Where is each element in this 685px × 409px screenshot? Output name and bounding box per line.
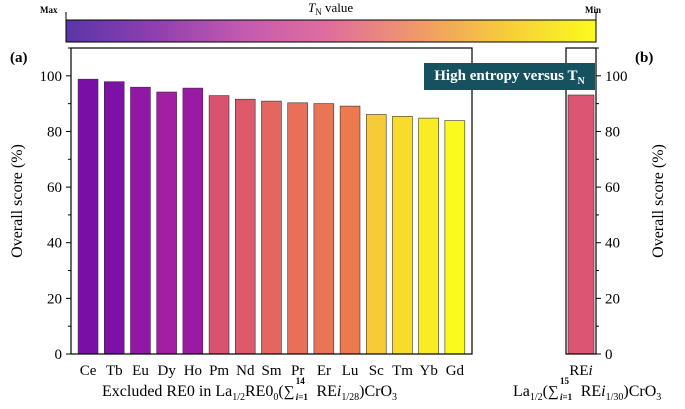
y-tick-label-b-100: 100 xyxy=(605,69,628,85)
y-tick-label-a-20: 20 xyxy=(47,291,62,307)
x-tick-label-pm: Pm xyxy=(209,363,229,379)
panel-a-frame xyxy=(70,47,473,355)
panel-b: REi 0 20 40 60 80 100 xyxy=(567,47,628,379)
y-tick-label-a-80: 80 xyxy=(47,125,62,141)
y-tick-label-b-60: 60 xyxy=(605,180,620,196)
panel-a: Ce Tb Eu Dy Ho Pm Nd Sm Pr Er Lu Sc Tm Yb Gd 0 20 40 60 80 1… xyxy=(40,47,466,379)
xlabel-b-part1: La1/2( xyxy=(513,383,548,404)
colorbar-title-sub: N xyxy=(315,7,322,17)
bar-dy xyxy=(156,91,177,355)
y-tick-label-a-0: 0 xyxy=(55,347,63,363)
x-tick-label-tm: Tm xyxy=(392,363,413,379)
panel-a-xlabel: Excluded RE0 in La1/2RE00(∑ 14 i=1 REi1/28… xyxy=(102,376,398,404)
xlabel-b-sum: ∑ 15 i=1 xyxy=(547,376,573,402)
x-tick-label-lu: Lu xyxy=(342,363,359,379)
colorbar-gradient xyxy=(65,19,597,43)
bar-ho xyxy=(182,87,204,355)
colorbar-title-t: T xyxy=(308,0,316,15)
xlabel-b-part2: REi1/30)CrO3 xyxy=(576,383,662,404)
x-tick-label-yb: Yb xyxy=(420,363,438,379)
bar-tm xyxy=(392,116,413,355)
panel-b-frame xyxy=(565,47,597,355)
colorbar-title-rest: value xyxy=(322,0,354,15)
x-tick-label-sc: Sc xyxy=(369,363,384,379)
x-tick-label-er: Er xyxy=(317,363,331,379)
bar-sc xyxy=(365,114,387,355)
colorbar-title: TN value xyxy=(308,0,353,17)
panel-b-ylabel: Overall score (%) xyxy=(650,144,667,258)
x-tick-label-rei: REi xyxy=(569,363,592,379)
y-tick-label-a-40: 40 xyxy=(47,236,62,252)
x-tick-label-dy: Dy xyxy=(158,363,177,379)
annotation-text: High entropy versus T xyxy=(434,68,578,84)
annotation-banner: High entropy versus TN xyxy=(424,63,595,90)
y-tick-label-b-40: 40 xyxy=(605,236,620,252)
colorbar-max-label: Max xyxy=(40,5,58,15)
xlabel-a-part2: REi1/28)CrO3 xyxy=(312,383,398,404)
bar-pm xyxy=(208,95,230,355)
bar-tb xyxy=(104,81,125,355)
xlabel-a-part1: Excluded RE0 in La1/2RE00( xyxy=(102,383,284,404)
bar-er xyxy=(313,103,335,355)
bar-eu xyxy=(130,86,151,355)
x-tick-label-nd: Nd xyxy=(236,363,255,379)
x-tick-label-tb: Tb xyxy=(106,363,123,379)
bar-pr xyxy=(287,102,308,355)
bar-lu xyxy=(339,105,361,355)
bar-rei xyxy=(567,94,595,355)
panel-b-xlabel: La1/2(∑ 15 i=1 REi1/30)CrO3 xyxy=(513,376,662,404)
panel-a-ylabel: Overall score (%) xyxy=(9,144,26,258)
y-tick-label-a-60: 60 xyxy=(47,180,62,196)
colorbar-min-label: Min xyxy=(585,5,601,15)
xlabel-a-sum: ∑ 14 i=1 xyxy=(283,376,308,402)
bar-nd xyxy=(235,98,256,355)
y-tick-label-a-100: 100 xyxy=(40,69,63,85)
bar-yb xyxy=(418,117,439,355)
x-tick-label-ce: Ce xyxy=(80,363,97,379)
x-tick-label-ho: Ho xyxy=(184,363,202,379)
y-tick-label-b-20: 20 xyxy=(605,291,620,307)
bar-gd xyxy=(444,120,466,355)
y-tick-label-b-80: 80 xyxy=(605,125,620,141)
panel-a-label: (a) xyxy=(10,50,28,66)
x-tick-label-sm: Sm xyxy=(261,363,281,379)
y-tick-label-b-0: 0 xyxy=(605,347,613,363)
annotation-sub: N xyxy=(577,76,585,87)
x-tick-label-pr: Pr xyxy=(291,363,304,379)
bar-ce xyxy=(77,78,99,355)
x-tick-label-gd: Gd xyxy=(446,363,465,379)
x-tick-label-eu: Eu xyxy=(132,363,149,379)
bar-sm xyxy=(261,100,282,355)
panel-b-label: (b) xyxy=(635,50,653,66)
